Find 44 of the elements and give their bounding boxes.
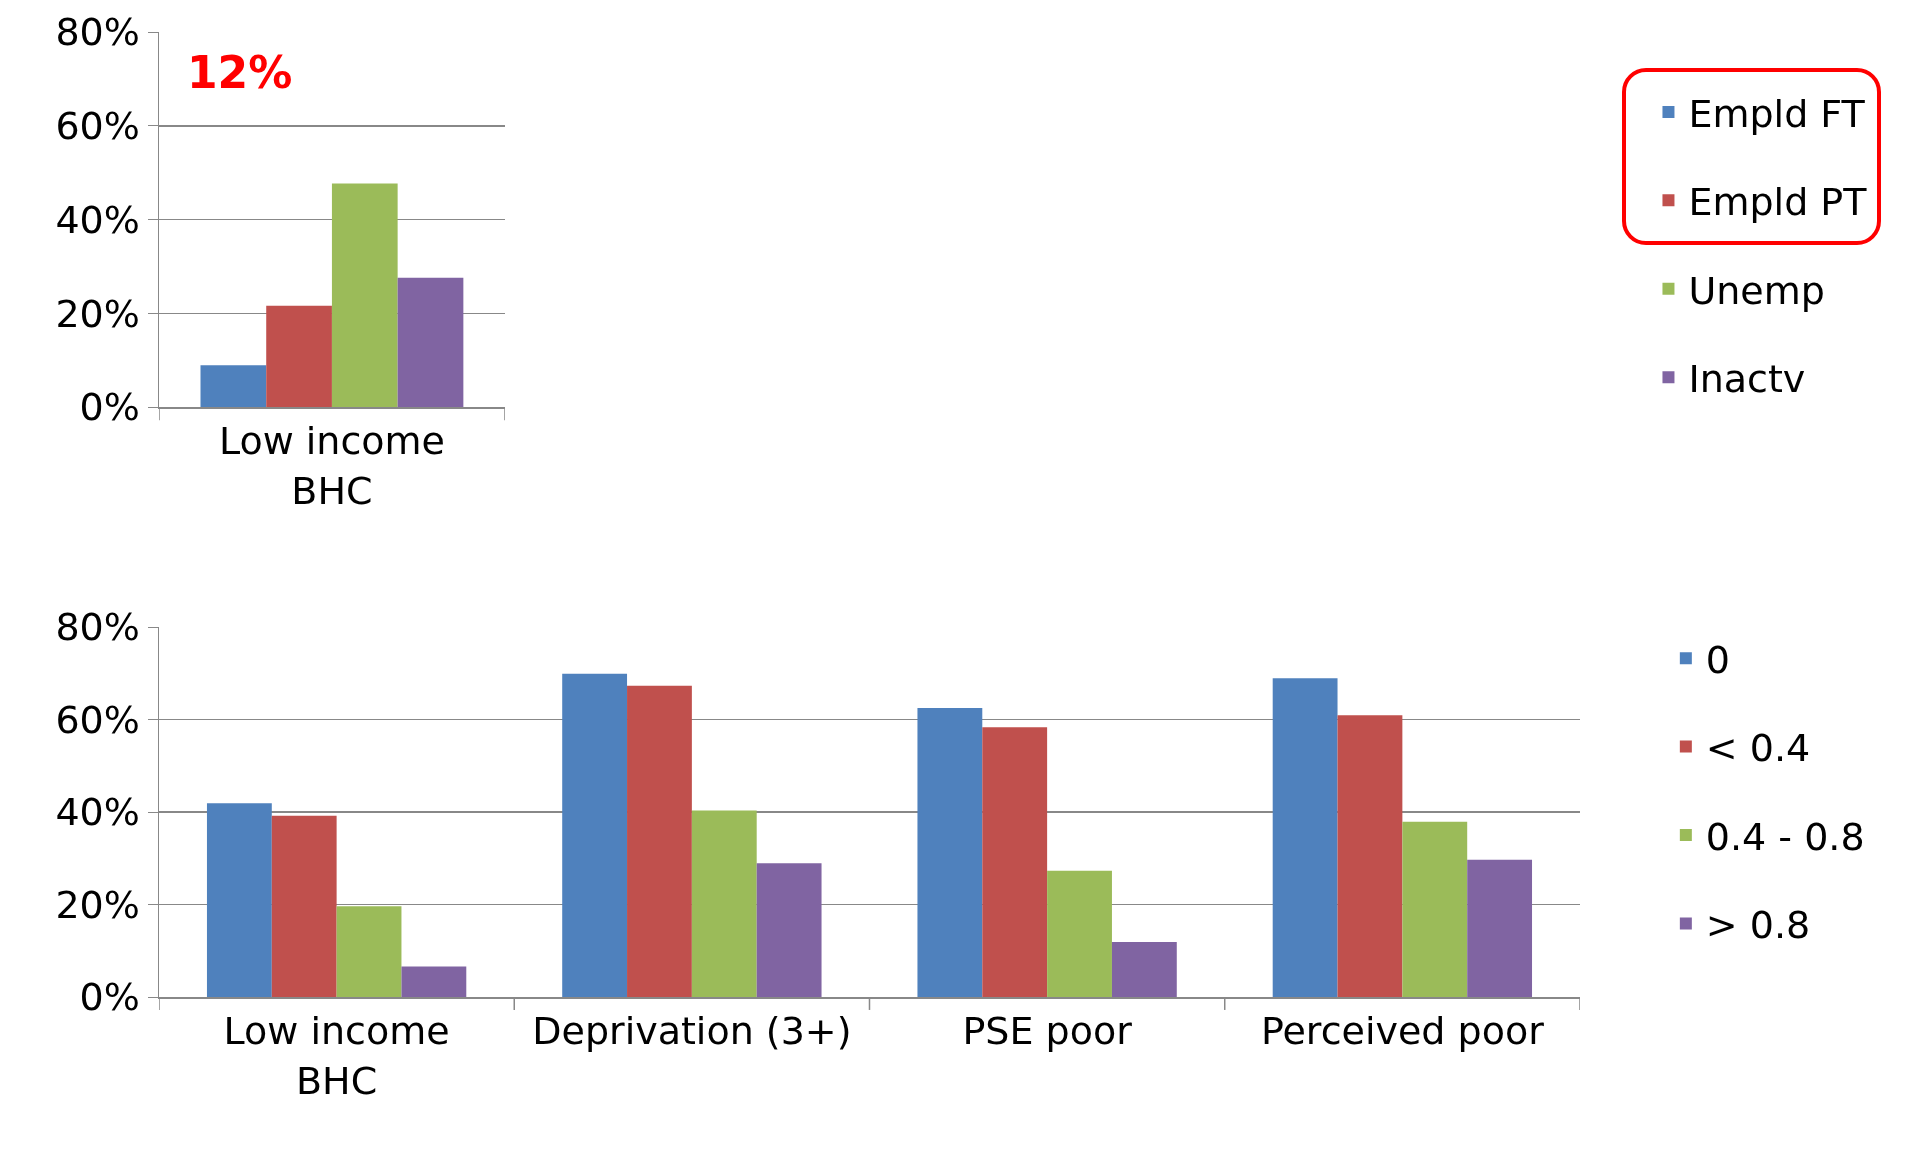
bar: [917, 707, 983, 997]
bar: [1111, 941, 1177, 997]
y-tick-label: 80%: [55, 10, 140, 55]
bar: [397, 277, 464, 407]
y-tick-label: 40%: [55, 197, 140, 242]
x-tick-label: Low income BHC: [218, 419, 445, 513]
annotation: 12%: [187, 47, 293, 98]
bar: [1337, 715, 1403, 997]
bar: [1272, 678, 1338, 997]
bar: [331, 183, 398, 407]
y-tick-label: 20%: [55, 882, 140, 927]
y-tick-label: 80%: [55, 605, 140, 650]
x-tick-label: Low income BHC: [223, 1009, 450, 1103]
bar: [1402, 821, 1468, 997]
bar: [266, 305, 332, 407]
y-tick-label: 60%: [55, 697, 140, 742]
bar: [1467, 859, 1533, 997]
bar: [691, 810, 757, 997]
x-tick-label: Deprivation (3+): [532, 1009, 852, 1054]
legend-label: Empld PT: [1688, 180, 1868, 225]
bar: [982, 727, 1048, 997]
bar: [756, 863, 822, 997]
bar: [627, 685, 692, 997]
bar: [562, 673, 628, 997]
bar: [401, 966, 467, 997]
legend-label: Empld FT: [1688, 91, 1866, 136]
y-tick-label: 20%: [55, 291, 140, 336]
legend-label: 0.4 - 0.8: [1705, 814, 1865, 859]
x-tick-label: Perceived poor: [1260, 1009, 1545, 1054]
legend-label: < 0.4: [1705, 726, 1811, 771]
x-tick-label: PSE poor: [962, 1009, 1133, 1054]
bar: [206, 803, 272, 997]
y-tick-label: 40%: [55, 790, 140, 835]
legend-label: Inactv: [1688, 356, 1806, 401]
bar: [271, 815, 337, 997]
legend-label: > 0.8: [1705, 903, 1811, 948]
legend-label: Unemp: [1688, 268, 1825, 313]
y-tick-label: 60%: [55, 104, 140, 149]
y-tick-label: 0%: [79, 975, 140, 1020]
legend-label: 0: [1705, 638, 1731, 683]
y-tick-label: 0%: [79, 385, 140, 430]
bar: [1047, 870, 1112, 997]
bar: [200, 365, 267, 407]
bar: [336, 906, 402, 997]
